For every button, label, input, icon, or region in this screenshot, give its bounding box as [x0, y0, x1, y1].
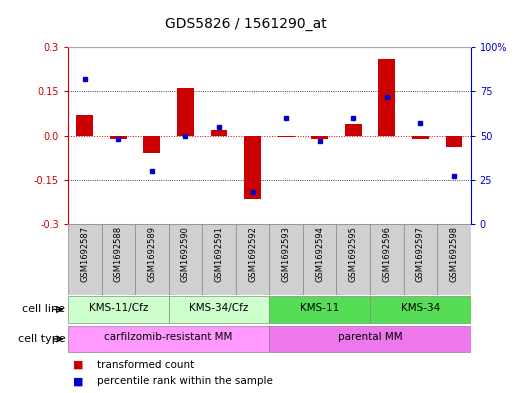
Text: cell type: cell type	[18, 334, 65, 344]
Text: GSM1692594: GSM1692594	[315, 226, 324, 282]
Text: ■: ■	[73, 376, 84, 386]
Text: GSM1692596: GSM1692596	[382, 226, 391, 282]
Bar	[336, 224, 370, 295]
Bar	[211, 130, 228, 136]
Bar	[236, 224, 269, 295]
Text: GSM1692593: GSM1692593	[281, 226, 291, 282]
Bar	[143, 136, 160, 153]
Bar	[135, 224, 168, 295]
Text: GSM1692591: GSM1692591	[214, 226, 223, 282]
Text: parental MM: parental MM	[338, 332, 402, 342]
Bar	[101, 224, 135, 295]
Text: KMS-11: KMS-11	[300, 303, 339, 313]
Bar	[278, 136, 294, 137]
Text: GDS5826 / 1561290_at: GDS5826 / 1561290_at	[165, 17, 327, 31]
Bar	[303, 224, 336, 295]
Bar	[244, 136, 261, 199]
Bar	[168, 224, 202, 295]
Bar	[68, 224, 101, 295]
Bar	[437, 224, 471, 295]
Bar	[345, 124, 361, 136]
Bar	[404, 224, 437, 295]
Text: GSM1692598: GSM1692598	[449, 226, 459, 282]
Text: carfilzomib-resistant MM: carfilzomib-resistant MM	[105, 332, 233, 342]
Bar	[412, 136, 429, 139]
Text: GSM1692588: GSM1692588	[114, 226, 123, 282]
Bar	[379, 59, 395, 136]
Bar	[311, 136, 328, 139]
Bar	[269, 224, 303, 295]
Text: GSM1692590: GSM1692590	[181, 226, 190, 282]
Bar	[370, 224, 404, 295]
Text: KMS-34/Cfz: KMS-34/Cfz	[189, 303, 249, 313]
Bar	[177, 88, 194, 136]
Bar	[110, 136, 127, 139]
Bar	[68, 296, 168, 323]
Text: KMS-34: KMS-34	[401, 303, 440, 313]
Text: GSM1692597: GSM1692597	[416, 226, 425, 282]
Text: GSM1692589: GSM1692589	[147, 226, 156, 282]
Bar	[269, 296, 370, 323]
Text: percentile rank within the sample: percentile rank within the sample	[97, 376, 272, 386]
Text: transformed count: transformed count	[97, 360, 194, 370]
Bar	[202, 224, 236, 295]
Bar	[168, 296, 269, 323]
Text: GSM1692595: GSM1692595	[349, 226, 358, 282]
Bar	[76, 115, 93, 136]
Text: GSM1692587: GSM1692587	[80, 226, 89, 282]
Bar	[68, 326, 269, 352]
Text: cell line: cell line	[22, 305, 65, 314]
Bar	[446, 136, 462, 147]
Bar	[370, 296, 471, 323]
Bar	[269, 326, 471, 352]
Text: KMS-11/Cfz: KMS-11/Cfz	[88, 303, 148, 313]
Text: GSM1692592: GSM1692592	[248, 226, 257, 282]
Text: ■: ■	[73, 360, 84, 370]
